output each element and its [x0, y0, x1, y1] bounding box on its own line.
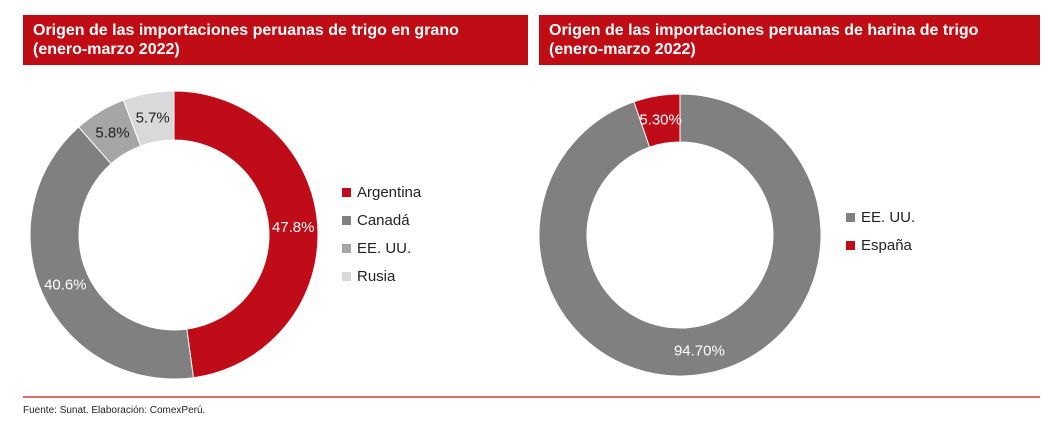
- data-label-harina-espana: 5.30%: [639, 112, 682, 129]
- data-label-trigo-canada: 40.6%: [44, 277, 87, 294]
- legend-swatch-trigo-ee-uu: [342, 244, 351, 253]
- legend-label-harina-espana: España: [861, 237, 912, 254]
- legend-swatch-harina-espana: [846, 241, 855, 250]
- legend-swatch-trigo-rusia: [342, 272, 351, 281]
- chart-title-left-line1: Origen de las importaciones peruanas de …: [33, 22, 459, 39]
- source-note: Fuente: Sunat. Elaboración: ComexPerú.: [23, 405, 206, 416]
- data-label-harina-ee-uu: 94.70%: [674, 342, 725, 359]
- data-label-trigo-argentina: 47.8%: [272, 219, 315, 236]
- slice-harina-espana: [633, 93, 681, 148]
- slice-harina-ee-uu: [539, 93, 822, 377]
- chart-title-right: Origen de las importaciones peruanas de …: [539, 15, 1040, 65]
- chart-title-right-line2: (enero-marzo 2022): [549, 41, 696, 58]
- chart-title-left-line2: (enero-marzo 2022): [33, 41, 180, 58]
- donut-chart-harina-de-trigo: 94.70% 5.30%: [539, 93, 822, 377]
- legend-swatch-trigo-argentina: [342, 188, 351, 197]
- donut-chart-trigo-en-grano: 47.8% 40.6% 5.8% 5.7%: [29, 90, 319, 380]
- data-label-trigo-ee-uu: 5.8%: [95, 125, 129, 142]
- data-label-trigo-rusia: 5.7%: [136, 109, 170, 126]
- slice-trigo-canada: [29, 126, 194, 380]
- chart-title-right-line1: Origen de las importaciones peruanas de …: [549, 22, 979, 39]
- legend-label-trigo-rusia: Rusia: [357, 268, 396, 285]
- legend-label-harina-ee-uu: EE. UU.: [861, 209, 916, 226]
- legend-label-trigo-ee-uu: EE. UU.: [357, 240, 412, 257]
- legend-swatch-trigo-canada: [342, 216, 351, 225]
- chart-title-left: Origen de las importaciones peruanas de …: [23, 15, 528, 65]
- footer-divider: [23, 396, 1040, 398]
- legend-label-trigo-canada: Canadá: [357, 212, 410, 229]
- slice-trigo-rusia: [122, 90, 175, 147]
- legend-label-trigo-argentina: Argentina: [357, 184, 422, 201]
- legend-swatch-harina-ee-uu: [846, 213, 855, 222]
- slice-trigo-argentina: [173, 90, 319, 379]
